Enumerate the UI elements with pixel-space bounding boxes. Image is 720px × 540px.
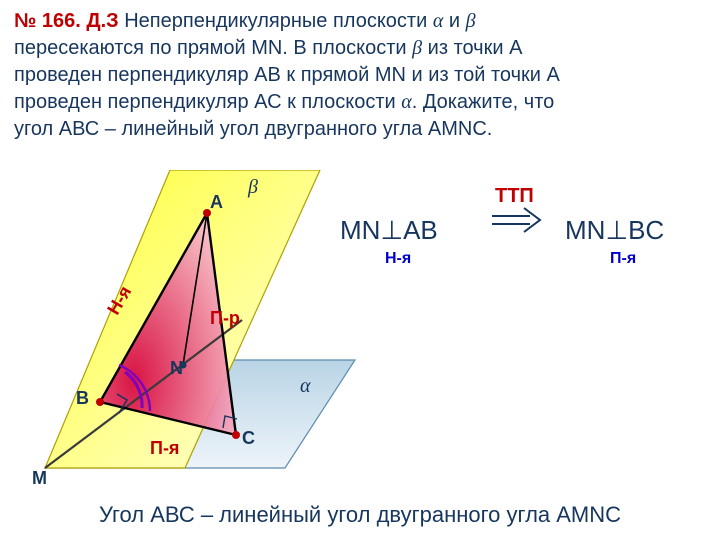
problem-number: № 166. Д.З (14, 10, 119, 32)
alpha-inline-icon: α (401, 91, 412, 113)
label-alpha: α (300, 375, 311, 398)
perp-icon: ⊥ (380, 215, 403, 245)
label-beta: β (248, 176, 258, 199)
point-b (96, 398, 104, 406)
pya-label: П-я (610, 250, 636, 268)
perp-icon: ⊥ (605, 215, 628, 245)
formula-mn-bc: MN⊥BC (565, 215, 664, 246)
formula-area: ТТП MN⊥AB MN⊥BC Н-я П-я (330, 195, 710, 285)
slide: № 166. Д.З Неперпендикулярные плоскости … (0, 0, 720, 540)
implies-arrow-icon (490, 205, 545, 235)
diagram: A B C N M Н-я П-р П-я α β (10, 170, 370, 500)
label-pya: П-я (150, 438, 179, 459)
problem-text: № 166. Д.З Неперпендикулярные плоскости … (14, 8, 706, 143)
label-pr: П-р (210, 308, 240, 329)
conclusion-text: Угол АВС – линейный угол двугранного угл… (0, 502, 720, 528)
label-b: B (76, 388, 89, 409)
label-c: C (242, 428, 255, 449)
beta-inline-icon: β (412, 37, 422, 59)
label-a: A (210, 192, 223, 213)
label-m: M (32, 468, 47, 489)
diagram-svg (10, 170, 370, 500)
hya-label: Н-я (385, 250, 411, 268)
alpha-inline-icon: α (433, 10, 444, 32)
label-n: N (170, 358, 183, 379)
beta-inline-icon: β (466, 10, 476, 32)
point-c (232, 431, 240, 439)
